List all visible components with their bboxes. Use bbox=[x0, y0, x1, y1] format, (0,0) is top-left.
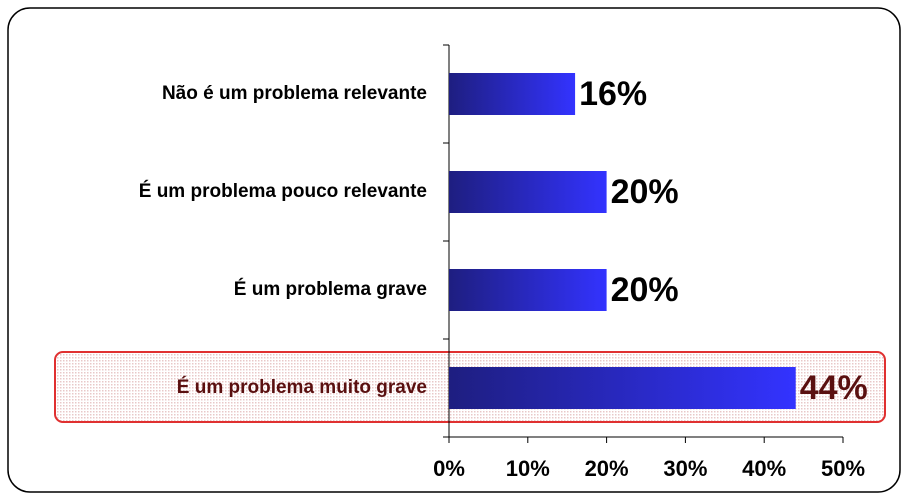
bar bbox=[449, 73, 576, 115]
bar bbox=[449, 171, 607, 213]
x-tick-label: 0% bbox=[433, 456, 465, 481]
category-label: É um problema muito grave bbox=[177, 376, 427, 398]
x-tick-label: 10% bbox=[506, 456, 550, 481]
category-label: É um problema grave bbox=[234, 278, 427, 300]
x-tick-label: 30% bbox=[663, 456, 707, 481]
bar bbox=[449, 367, 796, 409]
bar bbox=[449, 269, 607, 311]
value-label: 16% bbox=[579, 75, 647, 113]
value-label: 44% bbox=[800, 369, 868, 407]
category-label: É um problema pouco relevante bbox=[139, 180, 427, 202]
x-tick-label: 40% bbox=[742, 456, 786, 481]
value-label: 20% bbox=[611, 173, 679, 211]
value-label: 20% bbox=[611, 271, 679, 309]
x-tick-label: 50% bbox=[821, 456, 865, 481]
x-tick-label: 20% bbox=[585, 456, 629, 481]
frame bbox=[7, 7, 901, 493]
category-label: Não é um problema relevante bbox=[162, 83, 427, 104]
